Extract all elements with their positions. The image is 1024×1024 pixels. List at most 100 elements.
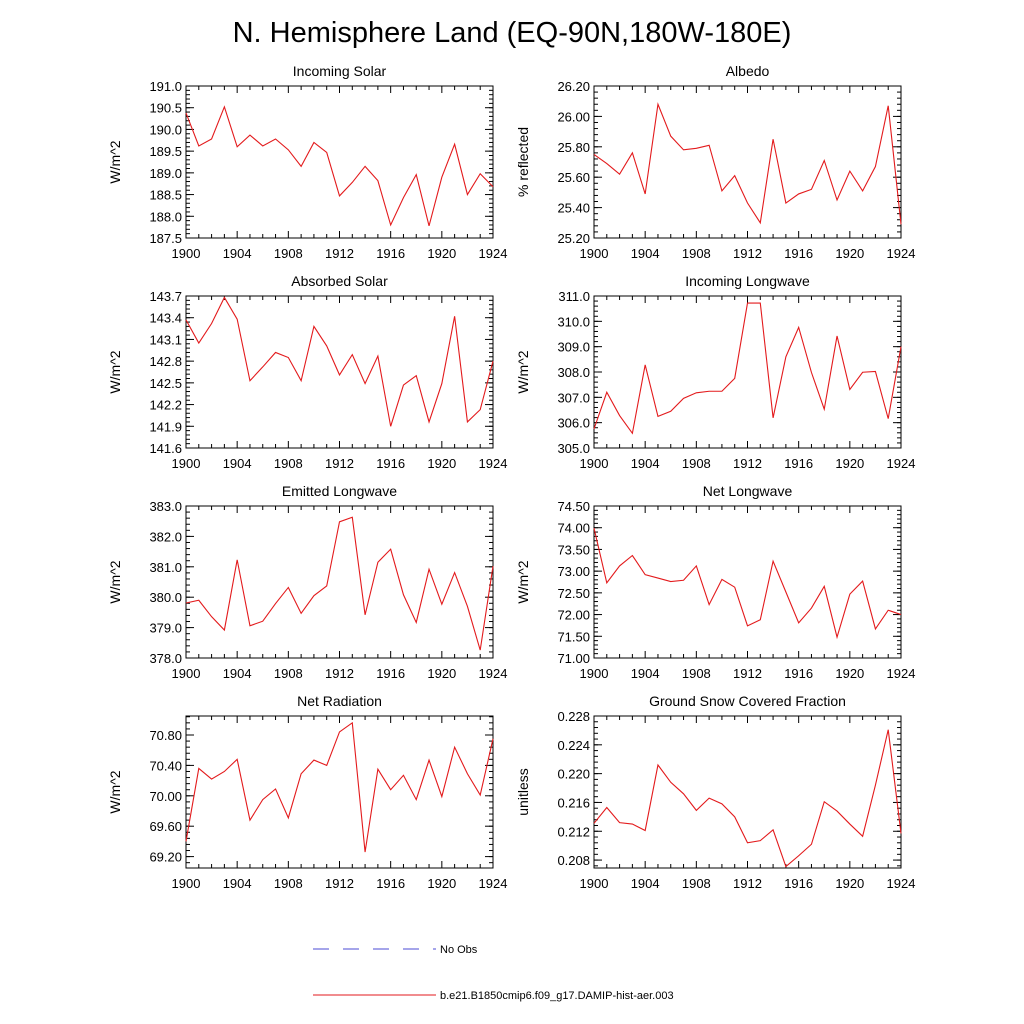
y-tick-label: 307.0 [557,390,590,405]
x-tick-label: 1920 [427,876,456,891]
x-tick-label: 1908 [274,456,303,471]
x-tick-label: 1924 [479,456,508,471]
y-tick-label: 187.5 [149,231,182,246]
x-tick-label: 1908 [274,666,303,681]
x-tick-label: 1920 [427,666,456,681]
x-tick-label: 1916 [376,876,405,891]
legend-model-label: b.e21.B1850cmip6.f09_g17.DAMIP-hist-aer.… [440,990,674,1002]
x-tick-label: 1912 [325,876,354,891]
y-tick-label: 189.0 [149,166,182,181]
x-tick-label: 1908 [682,876,711,891]
y-tick-label: 73.50 [557,542,590,557]
x-tick-label: 1900 [580,666,609,681]
x-tick-label: 1900 [172,876,201,891]
panel-1: Incoming Solar W/m^2 1900 1904 1908 1912 1916 1… [107,63,507,261]
y-tick-label: 70.80 [149,728,182,743]
series-line [185,296,494,427]
y-axis-label: W/m^2 [107,770,123,813]
x-tick-label: 1924 [479,666,508,681]
y-axis-label: unitless [515,768,531,815]
x-tick-label: 1912 [733,456,762,471]
x-tick-label: 1920 [427,456,456,471]
series-line [593,102,902,225]
series-line [185,105,494,227]
y-tick-label: 311.0 [558,289,590,304]
panel-3: Absorbed Solar W/m^2 1900 1904 1908 1912 1916 1… [107,273,507,471]
y-tick-label: 306.0 [557,416,590,431]
y-tick-label: 69.20 [149,850,182,865]
x-tick-label: 1924 [887,246,916,261]
x-tick-label: 1916 [784,246,813,261]
x-tick-label: 1916 [784,666,813,681]
plot-frame [593,295,902,449]
x-tick-label: 1912 [325,666,354,681]
y-tick-label: 0.212 [557,824,590,839]
panel-title: Incoming Longwave [685,273,810,289]
x-tick-label: 1920 [835,456,864,471]
y-tick-label: 142.2 [149,398,182,413]
y-tick-label: 73.00 [557,564,590,579]
x-tick-label: 1904 [223,456,252,471]
plot-frame [593,505,902,659]
x-tick-label: 1900 [580,246,609,261]
y-tick-label: 189.5 [149,144,182,159]
figure-title: N. Hemisphere Land (EQ-90N,180W-180E) [233,17,792,49]
y-axis-label: % reflected [515,127,531,197]
x-tick-label: 1924 [887,876,916,891]
panel-title: Ground Snow Covered Fraction [649,693,846,709]
x-tick-label: 1908 [274,876,303,891]
x-tick-label: 1900 [580,456,609,471]
x-tick-label: 1904 [631,876,660,891]
x-tick-label: 1900 [580,876,609,891]
panel-title: Emitted Longwave [282,483,397,499]
x-tick-label: 1920 [835,666,864,681]
x-tick-label: 1908 [274,246,303,261]
panel-5: Emitted Longwave W/m^2 1900 1904 1908 1912 191… [107,483,507,681]
y-tick-label: 191.0 [149,79,182,94]
y-tick-label: 305.0 [557,441,590,456]
plot-frame [593,715,902,869]
y-tick-label: 0.224 [557,738,590,753]
series-line [593,528,902,640]
y-tick-label: 190.0 [149,122,182,137]
y-tick-label: 26.00 [557,109,590,124]
panel-title: Net Longwave [703,483,793,499]
x-tick-label: 1912 [733,876,762,891]
x-tick-label: 1916 [784,876,813,891]
x-tick-label: 1904 [631,246,660,261]
y-tick-label: 190.5 [149,101,182,116]
y-tick-label: 0.220 [557,767,590,782]
x-tick-label: 1904 [631,456,660,471]
x-tick-label: 1900 [172,456,201,471]
x-tick-label: 1908 [682,246,711,261]
panel-title: Albedo [726,63,770,79]
panel-6: Net Longwave W/m^2 1900 1904 1908 1912 1916 192… [515,483,915,681]
x-tick-label: 1900 [172,246,201,261]
x-tick-label: 1916 [376,666,405,681]
y-tick-label: 72.50 [557,586,590,601]
y-tick-label: 188.0 [149,209,182,224]
y-tick-label: 0.228 [557,709,590,724]
x-tick-label: 1904 [223,876,252,891]
x-tick-label: 1920 [427,246,456,261]
series-line [185,516,494,651]
y-tick-label: 141.6 [149,441,182,456]
plot-frame [185,505,494,659]
y-tick-label: 143.4 [149,311,182,326]
y-tick-label: 378.0 [149,651,182,666]
legend-obs-label: No Obs [440,944,478,956]
y-tick-label: 382.0 [149,529,182,544]
y-tick-label: 74.00 [557,521,590,536]
y-tick-label: 0.216 [557,795,590,810]
x-tick-label: 1924 [887,456,916,471]
y-tick-label: 25.60 [557,170,590,185]
panel-title: Incoming Solar [293,63,387,79]
y-tick-label: 71.50 [557,629,590,644]
x-tick-label: 1916 [784,456,813,471]
y-tick-label: 25.80 [557,140,590,155]
x-tick-label: 1920 [835,876,864,891]
y-tick-label: 70.40 [149,758,182,773]
y-tick-label: 142.8 [149,354,182,369]
y-tick-label: 142.5 [149,376,182,391]
